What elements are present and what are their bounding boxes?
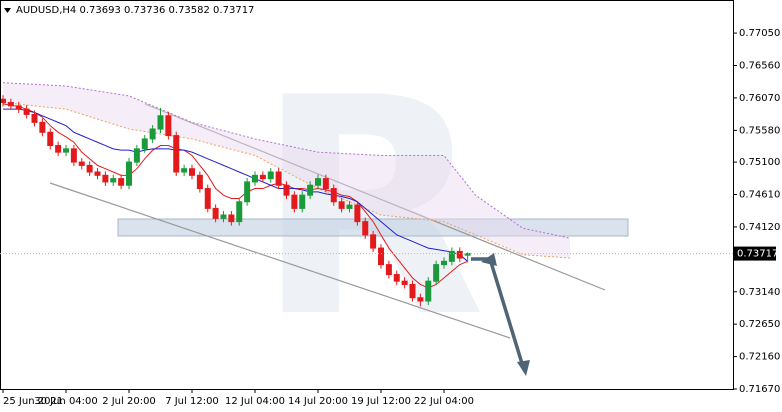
candle-body xyxy=(370,234,377,249)
candle-body xyxy=(181,168,188,173)
candle-body xyxy=(141,138,148,150)
candle-body xyxy=(322,178,329,190)
x-tick-label: 7 Jul 12:00 xyxy=(165,396,219,407)
y-tick-label: 0.72160 xyxy=(739,352,780,363)
candle-body xyxy=(315,178,321,186)
channel-lower xyxy=(49,182,511,339)
candle-body xyxy=(7,102,14,107)
candle-body xyxy=(55,145,62,153)
x-tick-label: 14 Jul 20:00 xyxy=(288,396,348,407)
candle-body xyxy=(133,148,140,163)
y-tick-label: 0.76070 xyxy=(739,93,780,104)
candle-body xyxy=(346,204,353,209)
candle-body xyxy=(362,221,369,236)
candle-body xyxy=(338,201,345,209)
candle-body xyxy=(70,148,77,163)
candle-body xyxy=(330,188,337,203)
candle-body xyxy=(157,115,164,130)
x-tick-label: 12 Jul 04:00 xyxy=(225,396,285,407)
candle-body xyxy=(15,105,22,110)
candle-body xyxy=(126,161,132,186)
candle-body xyxy=(456,250,463,259)
candle-body xyxy=(464,253,471,256)
candle-body xyxy=(78,161,85,166)
candle-body xyxy=(149,128,156,140)
candle-body xyxy=(409,283,416,299)
candle-body xyxy=(401,280,408,285)
candle-body xyxy=(252,174,258,183)
candle-body xyxy=(425,280,432,302)
candle-body xyxy=(433,264,440,282)
arrow-head xyxy=(481,253,497,266)
candle-body xyxy=(236,201,243,223)
plot xyxy=(0,82,571,307)
candle-body xyxy=(299,194,306,209)
y-tick-label: 0.75580 xyxy=(739,125,780,136)
candle-body xyxy=(291,194,298,209)
indicator-line xyxy=(3,108,468,262)
candle-body xyxy=(267,171,274,180)
candle-body xyxy=(244,181,251,203)
candle-body xyxy=(259,174,266,180)
candle-body xyxy=(86,164,93,173)
candle-body xyxy=(393,274,400,282)
candle-body xyxy=(441,260,447,266)
candle-body xyxy=(275,171,282,186)
y-tick-label: 0.74120 xyxy=(739,222,780,233)
y-tick-label: 0.77050 xyxy=(739,28,780,39)
x-tick-label: 30 Jun 04:00 xyxy=(34,396,98,407)
candle-body xyxy=(378,247,384,266)
candle-body xyxy=(110,178,117,183)
candle-body xyxy=(220,214,227,219)
x-tick-label: 22 Jul 04:00 xyxy=(414,396,474,407)
candle-body xyxy=(307,184,314,196)
y-tick-label: 0.76560 xyxy=(739,60,780,71)
chart-title: AUDUSD,H4 0.73693 0.73736 0.73582 0.7371… xyxy=(16,5,254,16)
candle-body xyxy=(212,207,219,219)
cloud-area xyxy=(3,82,570,259)
arrow-head xyxy=(517,360,530,376)
y-tick-label: 0.72650 xyxy=(739,319,780,330)
candle-body xyxy=(31,113,38,123)
candle-body xyxy=(204,188,211,209)
menu-triangle xyxy=(4,8,11,13)
current-price-label: 0.73717 xyxy=(737,249,778,260)
candle-body xyxy=(189,168,195,176)
cloud-upper xyxy=(2,82,571,239)
x-tick-label: 25 Jun 2021 xyxy=(3,396,63,407)
candle-body xyxy=(228,214,235,223)
candle-body xyxy=(0,98,6,104)
x-tick-label: 2 Jul 20:00 xyxy=(102,396,156,407)
candle-body xyxy=(165,115,172,137)
candle-body xyxy=(283,184,290,196)
y-tick-label: 0.73140 xyxy=(739,287,780,298)
candle-body xyxy=(118,178,125,186)
candle-body xyxy=(196,174,203,190)
candle-body xyxy=(63,148,69,153)
indicator-line xyxy=(2,103,468,289)
candle-body xyxy=(94,171,101,176)
y-tick-label: 0.74610 xyxy=(739,190,780,201)
candle-body xyxy=(417,297,424,302)
y-tick-label: 0.71670 xyxy=(739,384,780,395)
candle-body xyxy=(385,264,392,276)
candle-body xyxy=(23,108,30,115)
candle-body xyxy=(47,131,54,147)
candle-body xyxy=(173,135,180,173)
current-price-box xyxy=(734,246,776,261)
candle-body xyxy=(102,174,109,183)
channel-upper xyxy=(144,103,606,291)
candle-body xyxy=(39,121,46,133)
x-tick-label: 19 Jul 12:00 xyxy=(351,396,411,407)
candle-body xyxy=(448,250,455,262)
candle-body xyxy=(354,204,361,223)
y-tick-label: 0.75100 xyxy=(739,157,780,168)
